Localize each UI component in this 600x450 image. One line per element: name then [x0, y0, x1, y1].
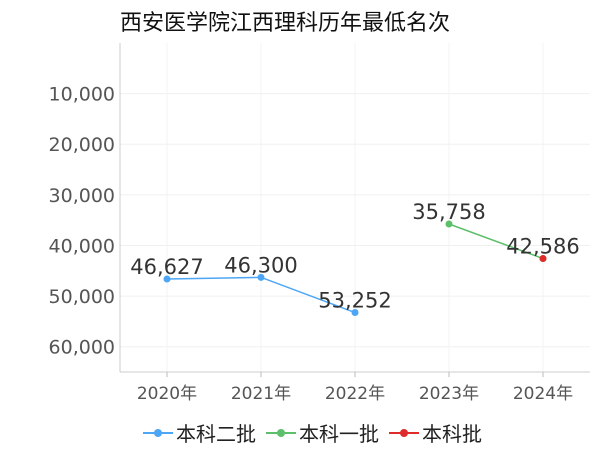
x-tick-label: 2023年: [419, 384, 479, 404]
legend-label: 本科一批: [299, 422, 379, 446]
data-point: [351, 309, 359, 317]
data-point: [445, 220, 453, 228]
legend-dot: [154, 428, 162, 437]
y-tick-label: 10,000: [49, 84, 115, 106]
series-line: [448, 223, 544, 260]
y-tick-label: 60,000: [49, 337, 115, 359]
legend-swatch: [389, 426, 419, 440]
y-tick-label: 20,000: [49, 134, 115, 156]
chart-title: 西安医学院江西理科历年最低名次: [120, 11, 451, 36]
data-label: 42,586: [506, 235, 579, 259]
legend-swatch: [266, 426, 296, 440]
legend-dot: [400, 428, 408, 437]
x-tick-label: 2022年: [325, 384, 385, 404]
y-tick-label: 40,000: [49, 235, 115, 257]
data-label: 35,758: [412, 200, 485, 224]
data-point: [163, 275, 171, 283]
legend-item[interactable]: 本科二批: [143, 418, 256, 447]
legend-dot: [277, 428, 285, 437]
data-label: 53,252: [318, 289, 391, 313]
data-point: [539, 255, 547, 263]
legend: 本科二批 本科一批 本科批: [143, 418, 482, 447]
x-tick-label: 2024年: [513, 384, 573, 404]
legend-swatch: [143, 426, 173, 440]
legend-item[interactable]: 本科一批: [266, 418, 379, 447]
legend-label: 本科二批: [176, 422, 256, 446]
x-tick-label: 2021年: [231, 384, 291, 404]
data-label: 46,627: [130, 255, 203, 279]
data-label: 46,300: [224, 253, 297, 277]
data-point: [257, 273, 265, 281]
y-tick-label: 30,000: [49, 185, 115, 207]
y-tick-label: 50,000: [49, 286, 115, 308]
legend-item[interactable]: 本科批: [389, 418, 482, 447]
x-tick-label: 2020年: [137, 384, 197, 404]
legend-label: 本科批: [422, 422, 482, 446]
